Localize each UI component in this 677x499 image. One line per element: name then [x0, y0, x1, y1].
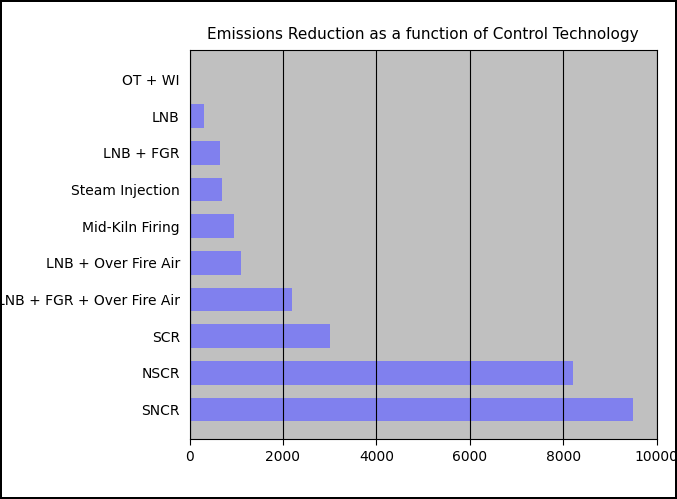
Bar: [190, 251, 241, 275]
Bar: [190, 104, 204, 128]
Bar: [190, 141, 220, 165]
Title: Emissions Reduction as a function of Control Technology: Emissions Reduction as a function of Con…: [207, 27, 639, 42]
Bar: [190, 178, 222, 202]
Bar: [190, 287, 292, 311]
Bar: [190, 398, 634, 422]
Bar: [190, 324, 330, 348]
Bar: [190, 361, 573, 385]
Bar: [190, 214, 234, 238]
